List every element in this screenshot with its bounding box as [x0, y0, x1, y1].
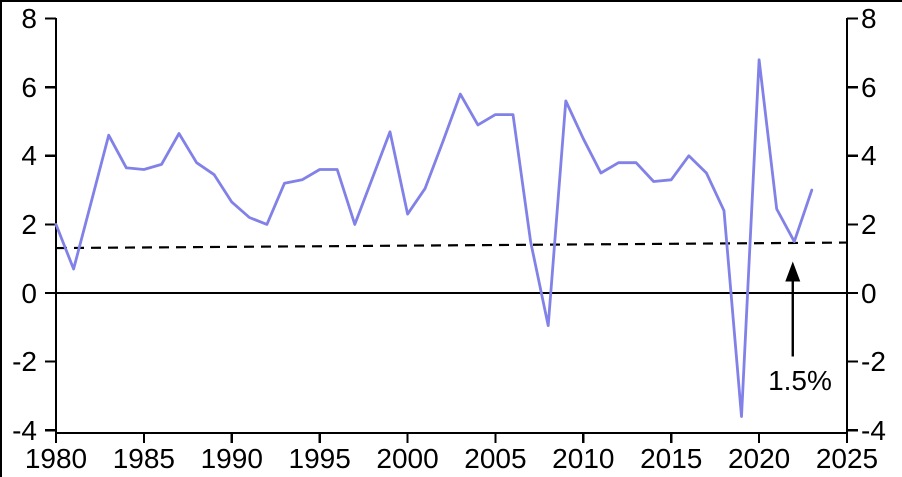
data-line: [54, 58, 814, 418]
y-axis-tick-label-left: 2: [21, 208, 37, 240]
y-axis-tick-label-left: -4: [12, 414, 37, 446]
y-axis-tick-label-left: 6: [21, 71, 37, 103]
x-axis-tick-label: 2015: [640, 443, 703, 474]
y-axis-tick-label-right: 2: [861, 208, 877, 240]
x-axis-tick-label: 2005: [464, 443, 527, 474]
y-axis-tick-label-right: 8: [861, 3, 877, 35]
annotation-label: 1.5%: [768, 365, 832, 396]
annotation-arrow-head: [785, 261, 801, 282]
y-axis-tick-label-left: 0: [21, 277, 37, 309]
y-axis-tick-label-left: -2: [12, 346, 37, 378]
y-axis-tick-label-right: -2: [861, 346, 886, 378]
y-axis-tick-label-right: 6: [861, 71, 877, 103]
x-axis-tick-label: 1990: [200, 443, 263, 474]
y-axis-tick-label-right: 4: [861, 140, 877, 172]
x-axis-tick-label: 2025: [815, 443, 879, 474]
x-axis-tick-label: 1995: [288, 443, 351, 474]
x-axis-tick-label: 2000: [376, 443, 439, 474]
x-axis-tick-label: 2010: [552, 443, 615, 474]
x-axis-tick-label: 2020: [727, 443, 791, 474]
image-top-border: [0, 0, 902, 2]
y-axis-tick-label-left: 8: [21, 3, 37, 35]
image-left-border: [0, 0, 2, 477]
y-axis-tick-label-left: 4: [21, 140, 37, 172]
x-axis-tick-label: 1985: [112, 443, 176, 474]
y-axis-tick-label-right: -4: [861, 414, 886, 446]
trend-dashed-line: [56, 241, 847, 250]
x-axis-tick-label: 1980: [24, 443, 88, 474]
y-axis-tick-label-right: 0: [861, 277, 877, 309]
